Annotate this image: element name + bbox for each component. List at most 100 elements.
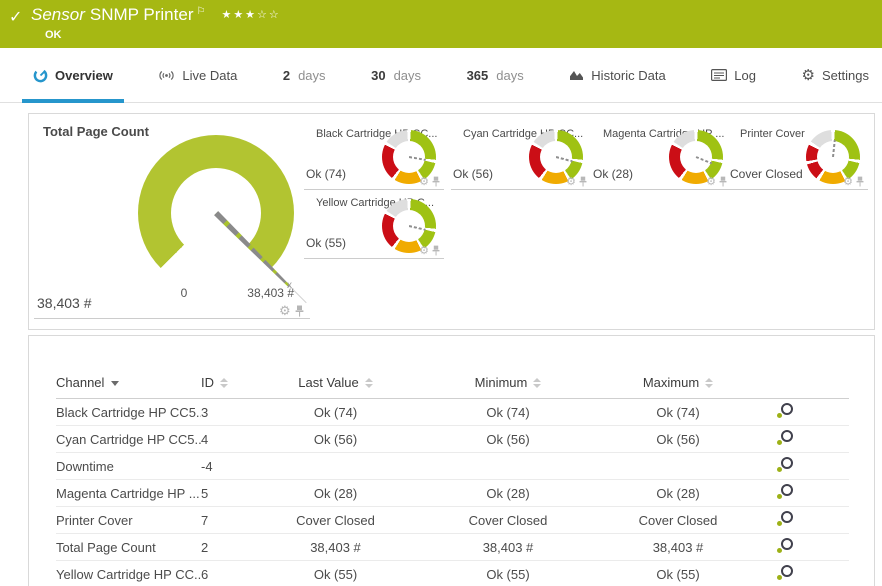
channel-name[interactable]: Cyan Cartridge HP CC5... bbox=[56, 425, 201, 453]
last-value: Ok (56) bbox=[263, 425, 408, 453]
priority-stars[interactable]: ★★★☆☆ bbox=[221, 9, 281, 21]
pin-icon[interactable] bbox=[432, 245, 440, 256]
tile-value: Cover Closed bbox=[730, 167, 803, 181]
channel-settings-icon[interactable] bbox=[776, 511, 793, 526]
column-header-id[interactable]: ID bbox=[201, 366, 263, 399]
maximum-value: Ok (56) bbox=[608, 425, 748, 453]
maximum-value: 38,403 # bbox=[608, 533, 748, 561]
main-gauge-value: 38,403 # bbox=[37, 295, 92, 311]
pin-icon[interactable] bbox=[579, 176, 587, 187]
gauge-scale-max: 38,403 # bbox=[247, 286, 294, 300]
channel-tile-magenta-cartridge: Magenta Cartridge HP ... Ok (28) ⚙ bbox=[591, 124, 731, 190]
main-gauge-actions: ⚙ bbox=[279, 303, 304, 319]
minimum-value: Ok (28) bbox=[408, 479, 608, 507]
flag-icon[interactable]: ⚐ bbox=[196, 6, 206, 17]
column-header-channel[interactable]: Channel bbox=[56, 366, 201, 399]
lookup-gauge bbox=[669, 130, 723, 184]
gear-icon[interactable]: ⚙ bbox=[419, 176, 429, 188]
gauge-scale-min: 0 bbox=[180, 286, 188, 300]
tile-value: Ok (56) bbox=[453, 167, 494, 181]
gear-icon[interactable]: ⚙ bbox=[566, 176, 576, 188]
pin-icon[interactable] bbox=[295, 305, 304, 317]
pin-icon[interactable] bbox=[432, 176, 440, 187]
channel-settings-icon[interactable] bbox=[776, 538, 793, 553]
tile-title: Printer Cover bbox=[740, 128, 805, 140]
tile-value: Ok (74) bbox=[306, 167, 347, 181]
channel-name[interactable]: Downtime bbox=[56, 452, 201, 480]
tab-2-days[interactable]: 2 days bbox=[272, 48, 337, 102]
channel-id: 4 bbox=[201, 425, 263, 453]
tab-label: Historic Data bbox=[591, 67, 666, 83]
channel-name[interactable]: Magenta Cartridge HP ... bbox=[56, 479, 201, 507]
channel-name[interactable]: Yellow Cartridge HP CC... bbox=[56, 560, 201, 586]
tab-historic-data[interactable]: Historic Data bbox=[558, 48, 676, 102]
channel-tile-black-cartridge: Black Cartridge HP CC... Ok (74) ⚙ bbox=[304, 124, 444, 190]
log-icon bbox=[711, 69, 728, 81]
tab-365-days[interactable]: 365 days bbox=[456, 48, 535, 102]
gear-icon[interactable]: ⚙ bbox=[843, 176, 853, 188]
channel-name[interactable]: Total Page Count bbox=[56, 533, 201, 561]
sort-desc-icon bbox=[111, 380, 120, 386]
pin-icon[interactable] bbox=[856, 176, 864, 187]
lookup-gauge bbox=[529, 130, 583, 184]
maximum-value: Ok (55) bbox=[608, 560, 748, 586]
tab-overview[interactable]: Overview bbox=[22, 48, 124, 103]
channel-settings-icon[interactable] bbox=[776, 484, 793, 499]
minimum-value: Ok (56) bbox=[408, 425, 608, 453]
tab-settings[interactable]: ⚙ Settings bbox=[791, 48, 880, 102]
channel-id: 5 bbox=[201, 479, 263, 507]
tab-log[interactable]: Log bbox=[700, 48, 767, 102]
tab-live-data[interactable]: Live Data bbox=[147, 48, 248, 102]
tab-label: Live Data bbox=[182, 67, 238, 83]
sort-icon bbox=[705, 378, 714, 389]
tab-30-days[interactable]: 30 days bbox=[360, 48, 432, 102]
main-gauge-title: Total Page Count bbox=[43, 124, 149, 139]
channel-id: 3 bbox=[201, 398, 263, 426]
gear-icon[interactable]: ⚙ bbox=[279, 303, 291, 318]
channels-table: Channel ID Last Value Minimum Maximum Bl… bbox=[56, 366, 849, 586]
sort-icon bbox=[220, 378, 228, 389]
tab-label: Log bbox=[734, 67, 756, 83]
tab-label: Settings bbox=[821, 67, 869, 83]
channel-id: 7 bbox=[201, 506, 263, 534]
channel-id: -4 bbox=[201, 452, 263, 480]
channel-settings-icon[interactable] bbox=[776, 430, 793, 445]
table-row: Magenta Cartridge HP ... 5 Ok (28) Ok (2… bbox=[56, 479, 849, 507]
channels-table-panel: Channel ID Last Value Minimum Maximum Bl… bbox=[28, 335, 875, 586]
gear-icon[interactable]: ⚙ bbox=[706, 176, 716, 188]
gauge-max-marker: x bbox=[287, 280, 292, 291]
sensor-titleline: Sensor SNMP Printer ⚐ ★★★☆☆ bbox=[31, 5, 281, 25]
channel-id: 2 bbox=[201, 533, 263, 561]
column-header-maximum[interactable]: Maximum bbox=[608, 366, 748, 399]
area-chart-icon bbox=[570, 71, 584, 80]
channel-settings-icon[interactable] bbox=[776, 565, 793, 580]
tab-label-number: 2 bbox=[282, 67, 291, 83]
table-row: Downtime -4 bbox=[56, 452, 849, 480]
lookup-gauge bbox=[382, 199, 436, 253]
sort-icon bbox=[364, 378, 373, 389]
channel-name[interactable]: Printer Cover bbox=[56, 506, 201, 534]
minimum-value bbox=[408, 452, 608, 480]
status-check-icon: ✓ bbox=[9, 9, 23, 26]
gauges-panel: Total Page Count x 0 38,403 # 38,403 # ⚙… bbox=[28, 113, 875, 330]
table-row: Printer Cover 7 Cover Closed Cover Close… bbox=[56, 506, 849, 534]
maximum-value: Ok (28) bbox=[608, 479, 748, 507]
maximum-value: Cover Closed bbox=[608, 506, 748, 534]
gear-icon[interactable]: ⚙ bbox=[419, 245, 429, 257]
last-value: Cover Closed bbox=[263, 506, 408, 534]
column-header-minimum[interactable]: Minimum bbox=[408, 366, 608, 399]
channel-settings-icon[interactable] bbox=[776, 457, 793, 472]
tile-divider bbox=[34, 318, 310, 319]
table-row: Black Cartridge HP CC5... 3 Ok (74) Ok (… bbox=[56, 398, 849, 426]
column-header-last-value[interactable]: Last Value bbox=[263, 366, 408, 399]
sensor-header: ✓ Sensor SNMP Printer ⚐ ★★★☆☆ OK bbox=[0, 0, 882, 48]
channel-settings-icon[interactable] bbox=[776, 403, 793, 418]
sensor-type-label: Sensor bbox=[31, 5, 85, 24]
channel-name[interactable]: Black Cartridge HP CC5... bbox=[56, 398, 201, 426]
pin-icon[interactable] bbox=[719, 176, 727, 187]
channel-tile-printer-cover: Printer Cover Cover Closed ⚙ bbox=[728, 124, 868, 190]
tab-label-number: 30 bbox=[371, 67, 386, 83]
table-row: Yellow Cartridge HP CC... 6 Ok (55) Ok (… bbox=[56, 560, 849, 586]
channel-id: 6 bbox=[201, 560, 263, 586]
